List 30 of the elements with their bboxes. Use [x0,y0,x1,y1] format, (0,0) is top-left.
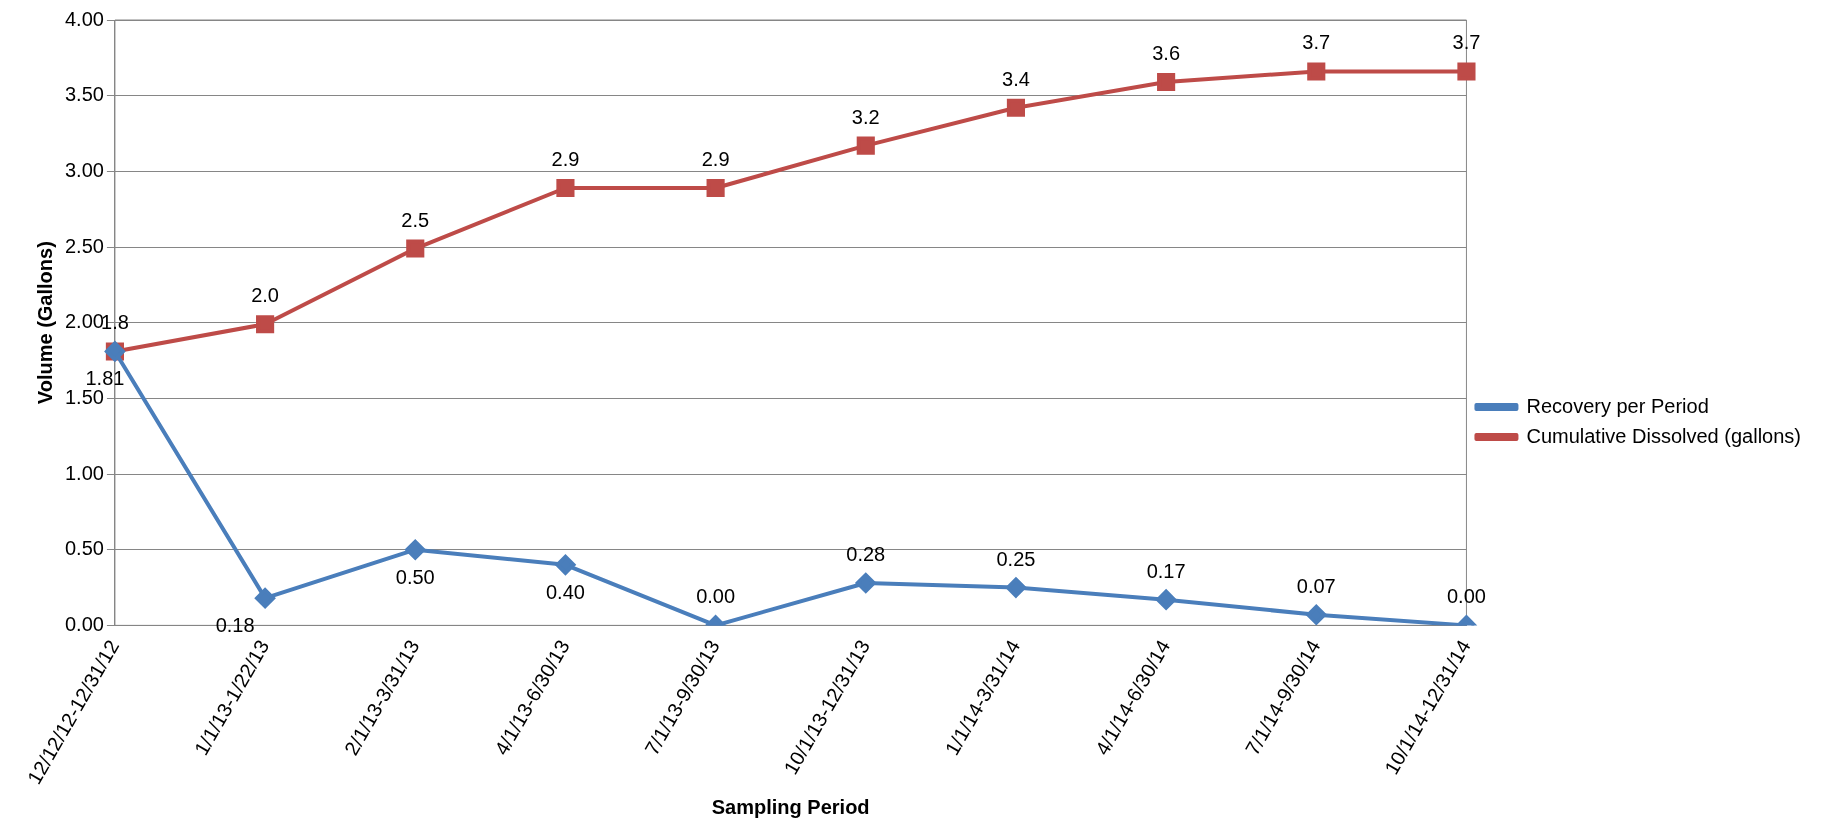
y-axis-title: Volume (Gallons) [33,241,56,405]
y-tick-label: 2.50 [64,234,104,257]
y-tick-label: 1.00 [64,461,104,484]
data-label: 2.9 [701,148,730,170]
y-tick-label: 3.00 [64,158,104,181]
data-label: 0.00 [1446,585,1486,608]
x-axis-title: Sampling Period [711,795,870,818]
legend-label: Recovery per Period [1526,394,1709,417]
data-label: 2.0 [251,284,279,307]
data-label: 3.4 [1002,67,1030,90]
data-label: 2.5 [401,208,430,231]
data-label: 0.25 [996,547,1036,570]
data-label: 0.28 [846,543,886,566]
legend-label: Cumulative Dissolved (gallons) [1526,424,1802,447]
data-label: 0.18 [215,614,255,637]
data-label: 0.17 [1146,559,1186,582]
y-tick-label: 0.50 [64,537,104,560]
data-label: 3.6 [1152,42,1181,65]
data-label: 1.8 [101,311,129,334]
data-label: 3.7 [1452,31,1481,54]
data-label: 0.40 [545,580,585,603]
data-label: 0.00 [696,585,736,608]
data-label: 3.2 [851,105,880,128]
y-tick-label: 4.00 [64,7,104,30]
data-label: 0.07 [1296,574,1336,597]
y-tick-label: 3.50 [64,83,104,106]
data-label: 3.7 [1302,31,1331,54]
data-label: 2.9 [551,148,580,170]
y-tick-label: 0.00 [64,612,104,635]
data-label: 0.50 [395,565,435,588]
